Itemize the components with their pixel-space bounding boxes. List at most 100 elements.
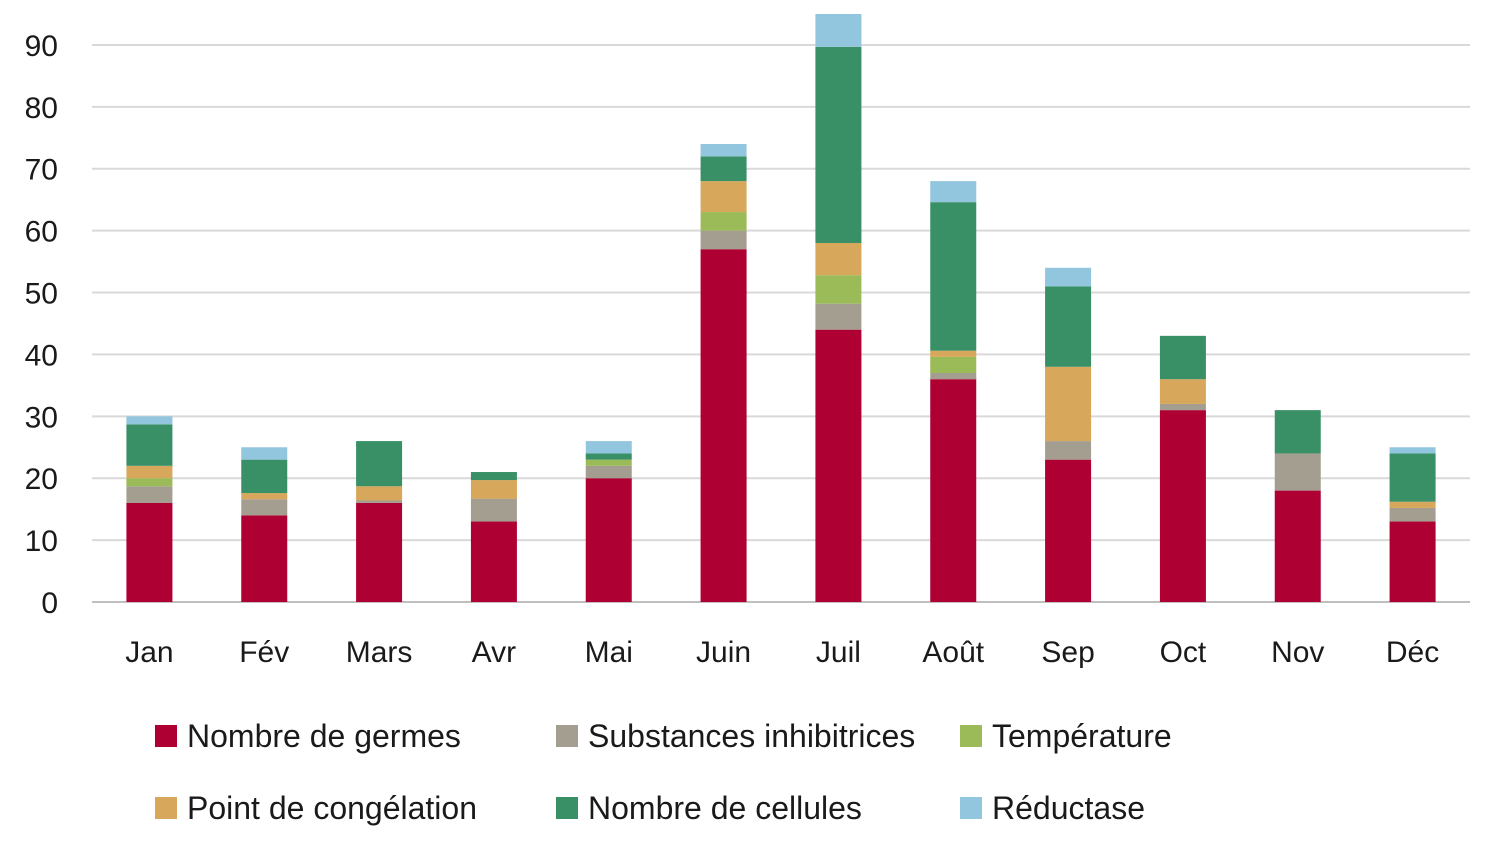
- legend-item-substances-inhibitrices: Substances inhibitrices: [556, 718, 915, 754]
- x-tick-label: Déc: [1386, 636, 1439, 669]
- x-tick-label: Oct: [1160, 636, 1207, 669]
- x-tick-label: Mai: [585, 636, 633, 669]
- legend-label: Point de congélation: [187, 790, 477, 826]
- bar-segment-reductase: [1045, 267, 1092, 287]
- bar-segment-reductase: [930, 181, 977, 203]
- bar-segment-nombre-de-germes: [356, 502, 403, 602]
- bar-stack-jan: [126, 416, 173, 602]
- bar-segment-point-de-congelation: [930, 350, 977, 357]
- bar-segment-nombre-de-cellules: [126, 424, 173, 466]
- bar-stack-dec: [1389, 447, 1436, 602]
- bar-segment-nombre-de-cellules: [815, 46, 862, 244]
- bar-segment-nombre-de-germes: [815, 329, 862, 602]
- bar-stack-avr: [470, 472, 517, 602]
- bar-segment-reductase: [241, 447, 288, 460]
- bar-segment-nombre-de-cellules: [700, 156, 747, 182]
- legend-item-nombre-de-cellules: Nombre de cellules: [556, 790, 862, 826]
- y-tick-label: 50: [25, 278, 58, 311]
- bar-segment-nombre-de-cellules: [1159, 335, 1206, 380]
- bar-segment-nombre-de-cellules: [1274, 410, 1321, 454]
- bar-stack-juil: [815, 14, 862, 602]
- legend-swatch: [556, 725, 578, 747]
- bar-segment-temperature: [126, 478, 173, 487]
- bar-segment-substances-inhibitrices: [815, 303, 862, 330]
- bar-segment-substances-inhibitrices: [356, 500, 403, 503]
- legend-label: Température: [992, 718, 1172, 754]
- bar-segment-reductase: [585, 441, 632, 454]
- legend-swatch: [556, 797, 578, 819]
- legend-label: Nombre de germes: [187, 718, 461, 754]
- bar-segment-nombre-de-germes: [700, 249, 747, 602]
- y-tick-label: 60: [25, 216, 58, 249]
- x-tick-label: Avr: [472, 636, 516, 669]
- bar-segment-substances-inhibitrices: [1045, 441, 1092, 460]
- legend-swatch: [155, 797, 177, 819]
- y-tick-label: 80: [25, 92, 58, 125]
- x-tick-label: Août: [922, 636, 984, 669]
- grid-lines: [92, 43, 1470, 603]
- bar-stack-mars: [356, 441, 403, 602]
- legend-item-temperature: Température: [960, 718, 1172, 754]
- bar-segment-nombre-de-germes: [1045, 459, 1092, 602]
- bar-segment-nombre-de-germes: [126, 502, 173, 602]
- bar-segment-nombre-de-germes: [1159, 410, 1206, 602]
- bar-segment-nombre-de-cellules: [241, 459, 288, 494]
- bar-stack-nov: [1274, 410, 1321, 602]
- bar-segment-point-de-congelation: [815, 243, 862, 276]
- bar-segment-nombre-de-germes: [585, 478, 632, 602]
- y-tick-label: 30: [25, 401, 58, 434]
- y-tick-label: 20: [25, 463, 58, 496]
- x-tick-label: Juin: [696, 636, 751, 669]
- legend-label: Substances inhibitrices: [588, 718, 915, 754]
- bar-segment-reductase: [815, 14, 862, 47]
- x-tick-label: Mars: [346, 636, 413, 669]
- bar-stack-sep: [1045, 267, 1092, 602]
- bar-segment-point-de-congelation: [1045, 366, 1092, 442]
- bar-segment-substances-inhibitrices: [241, 499, 288, 516]
- y-tick-label: 10: [25, 525, 58, 558]
- bar-stack-juin: [700, 143, 747, 602]
- bar-segment-point-de-congelation: [1159, 379, 1206, 404]
- y-tick-label: 0: [41, 587, 58, 620]
- axes: 0 10 20 30 40 50 60 70 80 90 Jan Fév Mars Avr Mai Juin J…: [25, 30, 1440, 669]
- bar-segment-point-de-congelation: [1389, 501, 1436, 508]
- x-tick-label: Fév: [239, 636, 289, 669]
- x-tick-label: Nov: [1271, 636, 1324, 669]
- legend-item-reductase: Réductase: [960, 790, 1145, 826]
- bar-segment-temperature: [585, 459, 632, 466]
- bar-segment-nombre-de-cellules: [585, 453, 632, 460]
- legend-label: Réductase: [992, 790, 1145, 826]
- bar-segment-substances-inhibitrices: [126, 486, 173, 503]
- y-tick-label: 90: [25, 30, 58, 63]
- bar-stack-mai: [585, 441, 632, 602]
- bar-segment-nombre-de-cellules: [930, 202, 977, 351]
- bar-segment-nombre-de-germes: [470, 521, 517, 602]
- bar-segment-reductase: [1389, 447, 1436, 454]
- y-tick-label: 70: [25, 154, 58, 187]
- legend-swatch: [155, 725, 177, 747]
- bar-segment-substances-inhibitrices: [1389, 507, 1436, 522]
- bar-segment-nombre-de-cellules: [470, 472, 517, 481]
- bar-segment-substances-inhibitrices: [1274, 453, 1321, 491]
- bar-segment-reductase: [126, 416, 173, 425]
- legend-label: Nombre de cellules: [588, 790, 862, 826]
- bar-segment-nombre-de-germes: [1274, 490, 1321, 602]
- legend: Nombre de germes Substances inhibitrices T…: [155, 718, 1172, 826]
- bar-stack-oct: [1159, 335, 1206, 602]
- bar-segment-substances-inhibitrices: [470, 498, 517, 522]
- bar-segment-point-de-congelation: [700, 181, 747, 213]
- bar-stack-aout: [930, 181, 977, 602]
- bar-segment-substances-inhibitrices: [585, 465, 632, 479]
- bar-segment-point-de-congelation: [241, 493, 288, 500]
- bar-segment-point-de-congelation: [356, 486, 403, 501]
- bar-segment-temperature: [700, 212, 747, 231]
- bar-segment-substances-inhibitrices: [930, 372, 977, 380]
- bar-segment-nombre-de-germes: [930, 379, 977, 602]
- y-tick-label: 40: [25, 339, 58, 372]
- legend-swatch: [960, 725, 982, 747]
- bar-stack-fev: [241, 447, 288, 602]
- legend-swatch: [960, 797, 982, 819]
- bar-segment-nombre-de-cellules: [1045, 286, 1092, 367]
- bar-segment-substances-inhibitrices: [1159, 403, 1206, 411]
